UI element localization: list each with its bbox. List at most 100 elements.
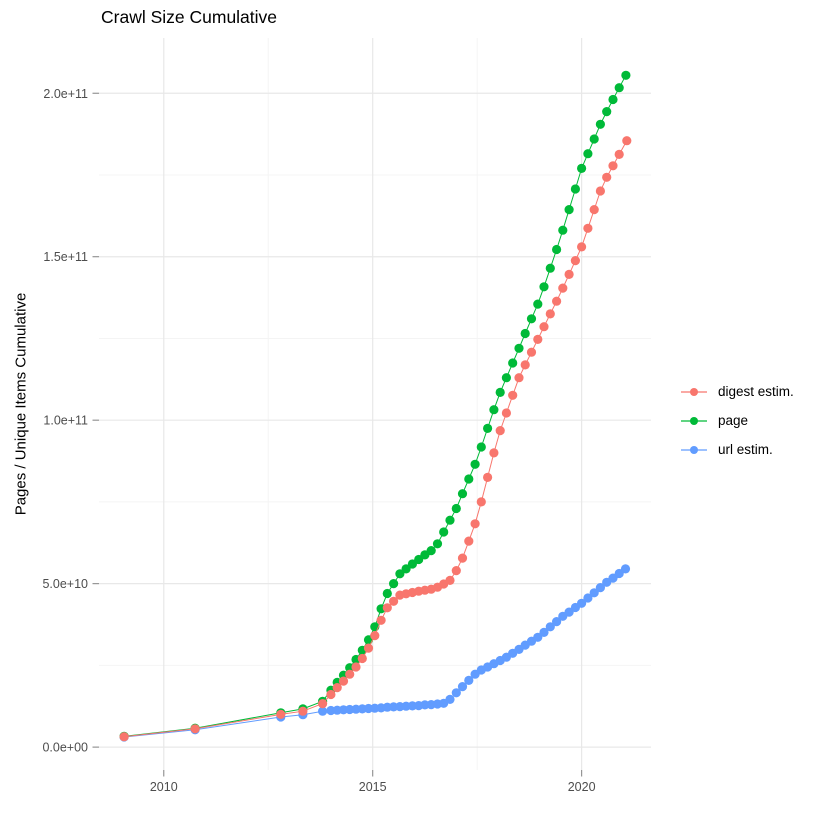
data-point (483, 423, 493, 433)
data-point (539, 322, 549, 332)
data-point (608, 94, 618, 105)
data-point (526, 347, 537, 357)
y-tick-label: 2.0e+11 (43, 87, 88, 101)
data-point (552, 617, 562, 627)
series-page (119, 70, 631, 741)
data-point (351, 662, 361, 672)
data-point (602, 172, 612, 182)
data-point (326, 689, 336, 700)
data-point (376, 615, 386, 625)
series-url-estim (119, 564, 631, 742)
data-point (389, 579, 399, 589)
data-point (190, 724, 200, 734)
legend-key-icon (681, 416, 707, 425)
data-point (495, 387, 505, 397)
data-point (276, 709, 286, 720)
data-point (589, 205, 599, 215)
axis-ticks (92, 92, 583, 777)
data-point (620, 564, 631, 574)
chart-title: Crawl Size Cumulative (101, 7, 278, 27)
data-point (508, 358, 518, 368)
data-point (564, 269, 574, 279)
y-tick-label: 0.0e+00 (42, 741, 88, 755)
data-point (558, 283, 568, 293)
data-point (570, 184, 581, 194)
data-point (363, 643, 374, 653)
data-point (539, 282, 549, 292)
data-point (589, 588, 599, 598)
data-point (318, 699, 328, 709)
data-point (476, 442, 486, 452)
data-point (483, 472, 493, 482)
data-point (464, 474, 474, 484)
x-tick-labels: 2010 2015 2020 (150, 780, 596, 794)
data-point (495, 426, 505, 436)
legend-item-url-estim: url estim. (681, 435, 794, 464)
data-point (552, 244, 562, 255)
data-point (552, 296, 562, 306)
series-digest-estim (119, 136, 632, 742)
legend-key-icon (681, 445, 707, 454)
data-point (533, 632, 543, 642)
data-point (508, 390, 518, 400)
data-point (395, 569, 405, 579)
data-point (445, 694, 455, 705)
data-point (583, 149, 593, 159)
data-point (457, 553, 468, 563)
data-point (357, 653, 367, 664)
legend-item-digest-estim: digest estim. (681, 377, 794, 406)
data-point (432, 539, 443, 549)
gridlines-major (99, 38, 651, 770)
data-point (614, 83, 624, 93)
data-point (520, 328, 530, 339)
data-point (577, 163, 587, 173)
data-point (345, 669, 355, 679)
data-point (445, 515, 455, 525)
data-point (470, 459, 480, 469)
data-point (489, 405, 499, 415)
data-point (614, 568, 624, 579)
y-tick-label: 1.0e+11 (43, 414, 88, 428)
data-point (608, 161, 618, 171)
data-point (476, 497, 486, 507)
data-point (564, 205, 574, 215)
y-tick-label: 5.0e+10 (42, 577, 88, 591)
data-point (577, 598, 587, 608)
data-point (382, 603, 392, 613)
data-point (318, 706, 328, 716)
data-point (451, 566, 461, 576)
data-point (389, 596, 399, 606)
legend-label: digest estim. (718, 384, 794, 399)
gridlines-minor (99, 38, 651, 770)
x-tick-label: 2010 (150, 780, 178, 794)
data-point (614, 149, 624, 159)
y-tick-label: 1.5e+11 (43, 250, 88, 264)
data-point (622, 136, 632, 146)
data-point (439, 527, 449, 537)
data-point (514, 343, 524, 353)
data-point (501, 408, 511, 418)
data-point (520, 360, 530, 370)
data-point (526, 314, 537, 324)
data-point (545, 622, 555, 632)
data-point (533, 334, 543, 344)
data-point (332, 683, 342, 693)
data-point (577, 242, 587, 252)
data-point (514, 373, 524, 383)
legend-label: url estim. (718, 442, 773, 457)
data-point (451, 688, 461, 698)
data-point (595, 186, 606, 196)
data-point (298, 706, 308, 716)
x-tick-label: 2020 (568, 780, 596, 794)
legend: digest estim. page url estim. (681, 377, 794, 464)
legend-label: page (718, 413, 749, 428)
data-point (602, 107, 612, 117)
data-point (539, 627, 549, 638)
data-point (457, 682, 468, 692)
data-point (457, 489, 468, 499)
data-point (464, 675, 474, 686)
data-point (558, 225, 568, 235)
data-point (564, 607, 574, 617)
x-tick-label: 2015 (359, 780, 387, 794)
